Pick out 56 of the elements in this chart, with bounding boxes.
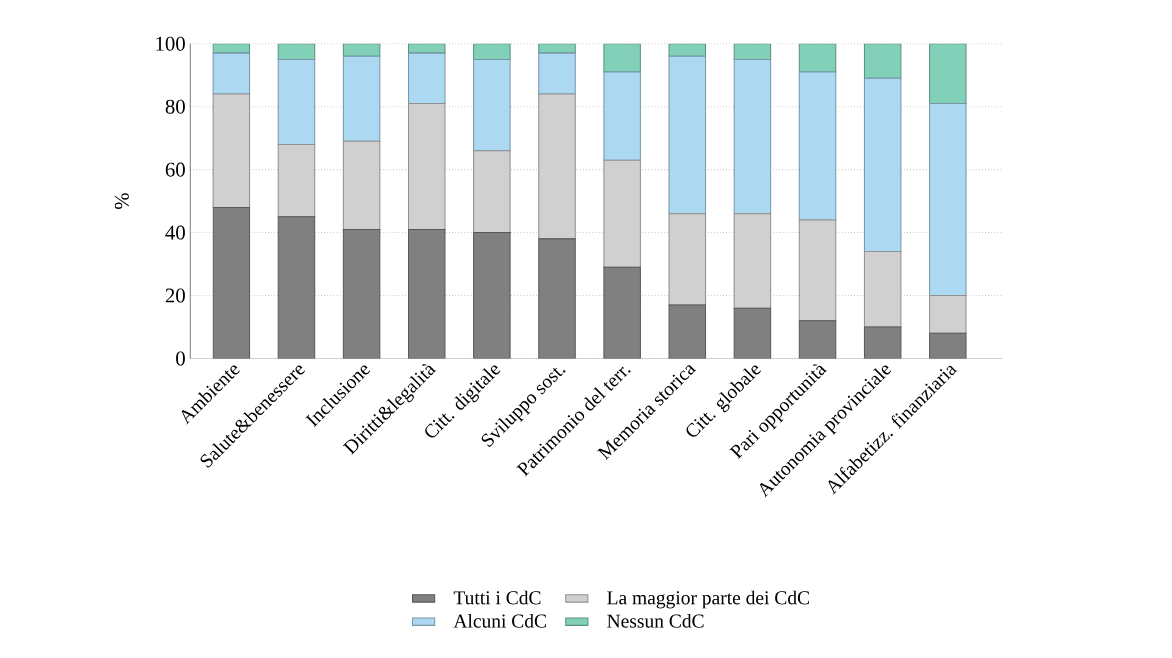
bar xyxy=(733,43,772,60)
bar xyxy=(212,206,251,359)
bar xyxy=(342,55,381,142)
bar xyxy=(603,266,641,359)
bar xyxy=(473,58,511,152)
bar xyxy=(473,43,511,60)
legend-label: Alcuni CdC xyxy=(453,613,546,628)
bar xyxy=(277,143,316,218)
y-tick-label: 20 xyxy=(165,288,185,303)
y-tick-label: 100 xyxy=(156,36,185,51)
bar xyxy=(407,52,446,104)
y-tick-label: 80 xyxy=(165,99,185,114)
legend-label: Nessun CdC xyxy=(607,613,704,628)
bar xyxy=(798,219,837,322)
bar xyxy=(798,71,837,221)
bar xyxy=(929,332,967,359)
bar xyxy=(668,212,707,306)
legend-label: La maggior parte dei CdC xyxy=(607,590,809,609)
y-tick-label: 60 xyxy=(165,162,185,177)
bar xyxy=(473,231,511,359)
bar xyxy=(212,52,251,95)
bar xyxy=(538,52,576,95)
bar xyxy=(342,228,381,359)
y-axis-title: % xyxy=(114,192,129,209)
bar xyxy=(342,140,381,230)
bar xyxy=(863,43,902,79)
bar xyxy=(538,93,576,240)
bar xyxy=(538,238,576,359)
bar xyxy=(863,326,902,359)
legend-label: Tutti i CdC xyxy=(453,590,541,605)
bar xyxy=(929,43,967,104)
bar xyxy=(798,43,837,73)
bar xyxy=(277,43,316,60)
bar xyxy=(929,294,967,334)
bar xyxy=(863,77,902,252)
bar xyxy=(863,250,902,328)
bar xyxy=(342,43,381,57)
bar xyxy=(603,43,641,73)
y-tick-label: 40 xyxy=(165,225,185,240)
bar xyxy=(733,307,772,359)
bar xyxy=(733,58,772,215)
bar xyxy=(473,150,511,233)
bar xyxy=(277,216,316,359)
bar xyxy=(798,320,837,359)
bar xyxy=(212,93,251,208)
bar xyxy=(668,43,707,57)
bar xyxy=(929,102,967,296)
bar xyxy=(603,71,641,161)
bar xyxy=(668,55,707,215)
bar xyxy=(407,102,446,230)
y-tick-label: 0 xyxy=(176,351,185,366)
bar xyxy=(407,228,446,359)
bar xyxy=(277,58,316,145)
bar xyxy=(733,212,772,309)
bar xyxy=(603,159,641,268)
bar xyxy=(668,304,707,359)
